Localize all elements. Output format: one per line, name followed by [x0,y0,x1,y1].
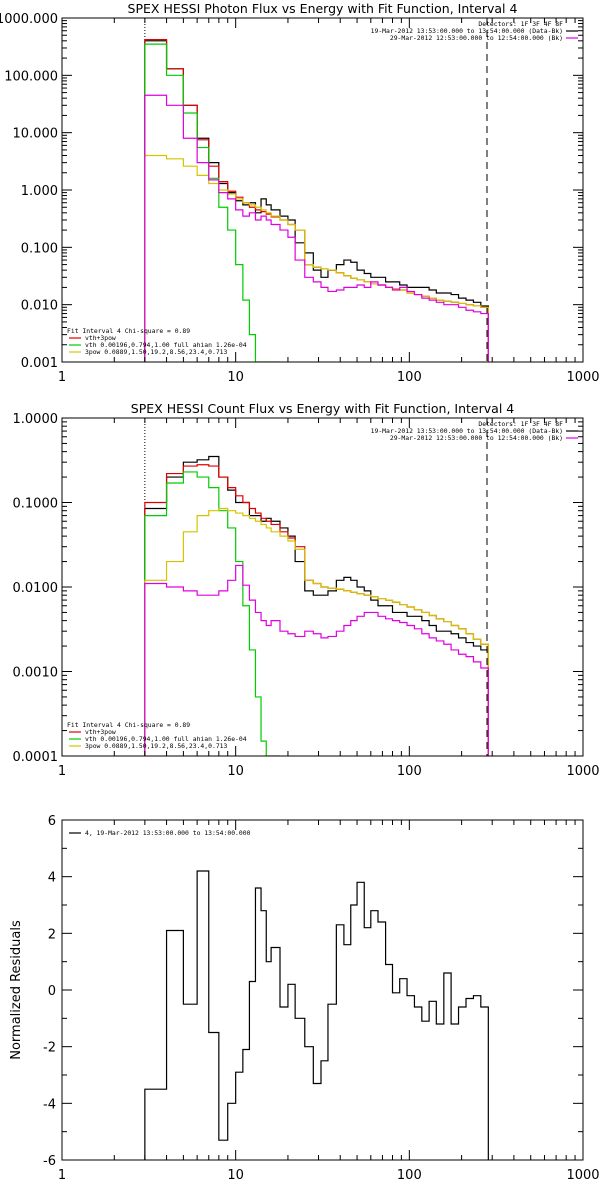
y-tick-label: 1.000 [21,184,58,199]
legend-entry: vth 0.00196,0.794,1.00 full ahian 1.26e-… [85,735,247,743]
series-line-3pow [144,507,489,756]
y-tick-label: -2 [43,1041,56,1056]
legend-entry: vth+3pow [85,728,116,736]
y-tick-label: 1.0000 [13,412,59,427]
x-tick-label: 1 [58,370,66,385]
series-line-bk [144,564,489,756]
legend-entry: 3pow 0.0889,1.50,19.2,8.56,23.4,0.713 [85,742,228,750]
y-tick-label: 100.000 [4,69,58,84]
x-tick-label: 100 [397,1168,422,1183]
x-tick-label: 1000 [566,1168,599,1183]
x-tick-label: 10 [227,370,244,385]
series-line-vth-3pow [144,464,489,756]
header-line: 29-Mar-2012 12:53:00.000 to 12:54:00.000… [390,34,563,42]
y-tick-label: 0.0001 [13,750,59,765]
series-line-vth [144,43,281,362]
x-tick-label: 100 [397,764,422,779]
series-line-data-bk [144,455,489,756]
series-line-data-bk [144,40,489,362]
y-tick-label: 0.0010 [13,666,59,681]
x-tick-label: 1 [58,1168,66,1183]
chart-title: SPEX HESSI Photon Flux vs Energy with Fi… [128,1,518,16]
chart-title: SPEX HESSI Count Flux vs Energy with Fit… [131,401,514,416]
residuals-chart: 1 10 100 1000 -6 -4 -2 0 2 4 6 Normalized Residuals… [9,814,600,1183]
header-line: 19-Mar-2012 13:53:00.000 to 13:54:00.000… [371,427,563,435]
y-tick-label: 10.000 [13,127,59,142]
count-flux-chart: SPEX HESSI Count Flux vs Energy with Fit… [13,401,600,779]
series-line-residuals [144,870,489,1160]
series-line-vth-3pow [144,39,489,362]
legend-entry: vth+3pow [85,334,116,342]
y-tick-label: 2 [48,927,56,942]
x-tick-label: 1000 [566,370,599,385]
plot-frame [61,17,584,363]
series-line-bk [144,94,489,362]
x-tick-label: 100 [397,370,422,385]
x-tick-label: 1 [58,764,66,779]
header-line: Detectors: 1F 3F 4F 8F [478,420,563,428]
x-tick-label: 10 [227,1168,244,1183]
legend-entry: 4, 19-Mar-2012 13:53:00.000 to 13:54:00.… [85,829,251,837]
plot-frame [61,819,584,1161]
y-tick-label: 0 [48,984,56,999]
y-tick-label: 6 [48,814,56,829]
legend-entry: 3pow 0.0889,1.50,19.2,8.56,23.4,0.713 [85,348,228,356]
y-tick-label: 0.100 [21,241,58,256]
y-tick-label: -6 [43,1154,56,1169]
header-line: Detectors: 1F 3F 4F 8F [478,20,563,28]
header-line: 29-Mar-2012 12:53:00.000 to 12:54:00.000… [390,434,563,442]
legend-entry: Fit Interval 4 Chi-square = 0.89 [67,721,190,729]
y-axis-label: Normalized Residuals [9,920,24,1060]
y-tick-label: 0.001 [21,356,58,371]
header-line: 19-Mar-2012 13:53:00.000 to 13:54:00.000… [371,27,563,35]
legend-entry: vth 0.00196,0.794,1.00 full ahian 1.26e-… [85,341,247,349]
y-tick-label: 4 [48,871,56,886]
y-tick-label: 0.010 [21,299,58,314]
x-tick-label: 1000 [566,764,599,779]
series-line-3pow [144,154,489,362]
y-tick-label: 0.1000 [13,497,59,512]
photon-flux-chart: SPEX HESSI Photon Flux vs Energy with Fi… [0,1,600,385]
series-line-vth [144,471,280,756]
y-tick-label: -4 [43,1097,56,1112]
y-tick-label: 0.0100 [13,581,59,596]
x-tick-label: 10 [227,764,244,779]
y-tick-label: 1000.000 [0,12,58,27]
legend-entry: Fit Interval 4 Chi-square = 0.89 [67,327,190,335]
